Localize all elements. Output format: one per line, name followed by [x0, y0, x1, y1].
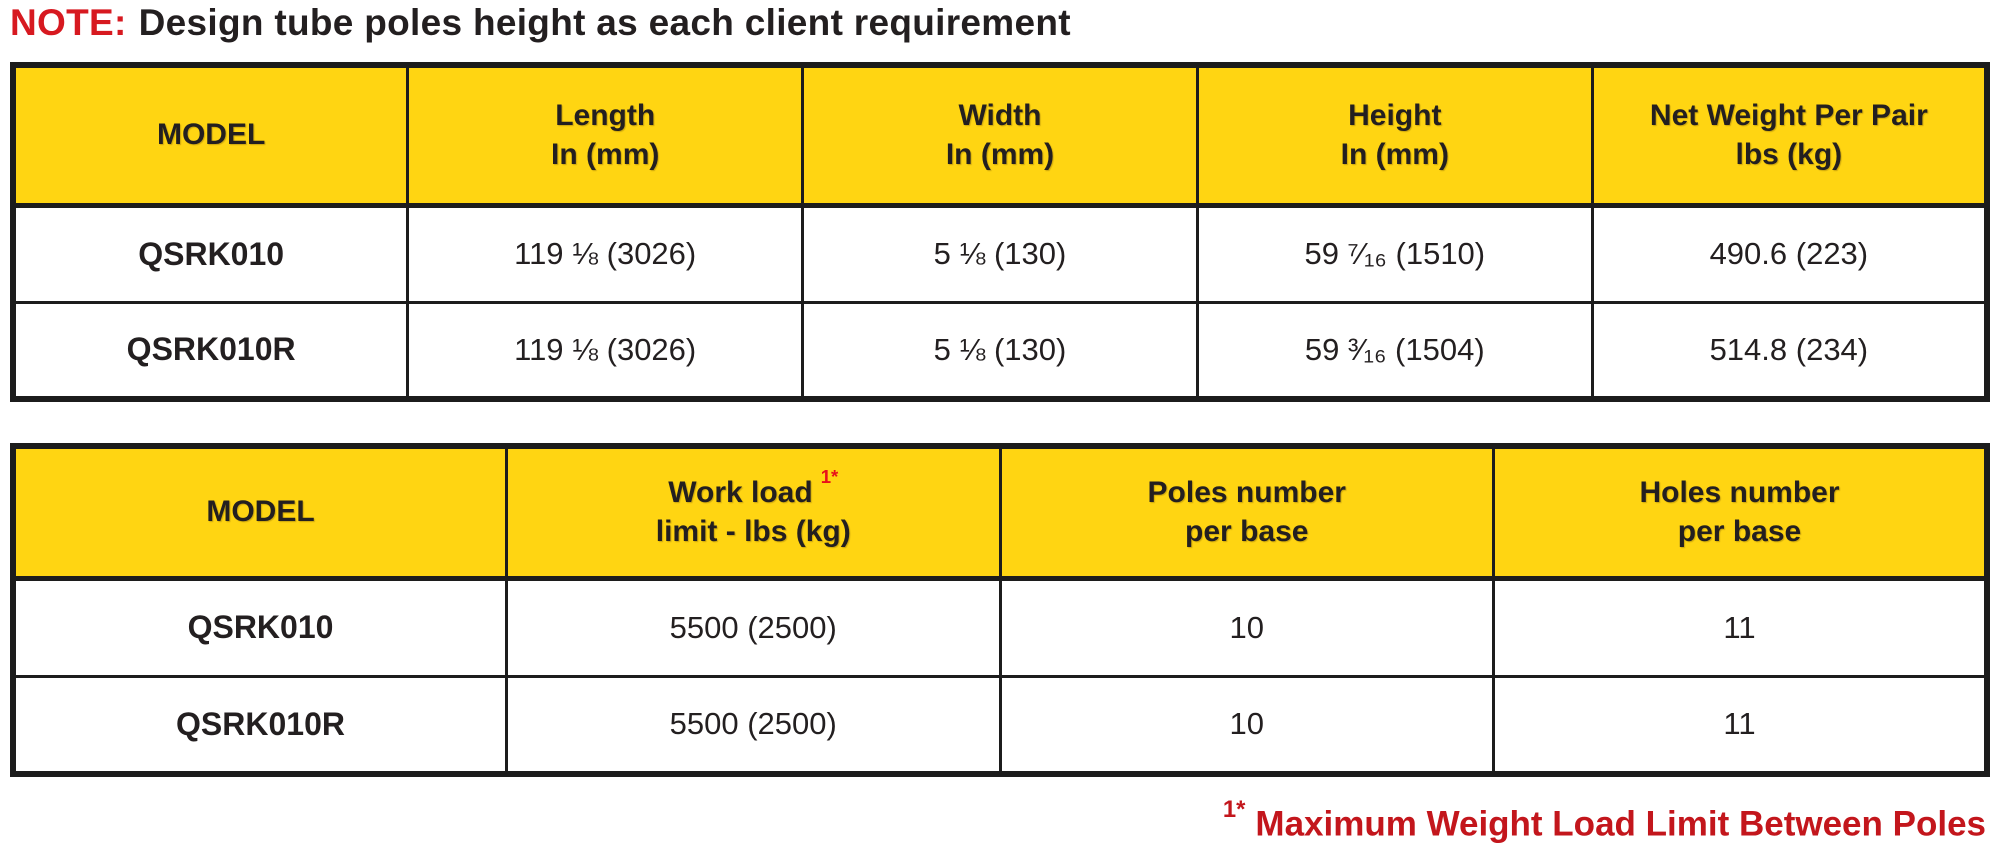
- column-header-poles: Poles number per base: [998, 444, 1495, 581]
- work-load-superscript: 1*: [820, 465, 839, 487]
- note-label: NOTE:: [10, 2, 127, 43]
- column-header-width: Width In (mm): [801, 63, 1199, 208]
- load-table: MODEL Work load 1* limit - lbs (kg) Poles…: [10, 443, 1990, 777]
- column-header-holes: Holes number per base: [1492, 444, 1989, 581]
- footnote-superscript: 1*: [1222, 796, 1246, 823]
- cell-holes: 11: [1492, 674, 1989, 776]
- column-header-model: MODEL: [11, 63, 410, 208]
- note-title: NOTE: Design tube poles height as each cl…: [10, 2, 1071, 44]
- column-header-height: Height In (mm): [1195, 63, 1594, 208]
- column-header-length: Length In (mm): [406, 63, 805, 208]
- cell-model: QSRK010R: [11, 300, 410, 401]
- cell-net-weight: 514.8 (234): [1590, 300, 1989, 401]
- cell-poles: 10: [998, 576, 1495, 678]
- column-header-net-weight: Net Weight Per Pair lbs (kg): [1590, 63, 1989, 208]
- column-header-work-load: Work load 1* limit - lbs (kg): [505, 444, 1002, 581]
- cell-net-weight: 490.6 (223): [1590, 203, 1989, 304]
- cell-work-load: 5500 (2500): [505, 576, 1002, 678]
- cell-width: 5 ⅛ (130): [801, 300, 1199, 401]
- cell-length: 119 ⅛ (3026): [406, 300, 805, 401]
- table-row: QSRK010 119 ⅛ (3026) 5 ⅛ (130) 59 ⁷⁄₁₆ (…: [11, 203, 1989, 304]
- cell-holes: 11: [1492, 576, 1989, 678]
- cell-poles: 10: [998, 674, 1495, 776]
- dimensions-table: MODEL Length In (mm) Width In (mm) Heigh…: [10, 62, 1990, 402]
- note-text: Design tube poles height as each client …: [138, 2, 1071, 43]
- cell-model: QSRK010: [11, 576, 508, 678]
- cell-work-load: 5500 (2500): [505, 674, 1002, 776]
- load-table-header-row: MODEL Work load 1* limit - lbs (kg) Poles…: [11, 444, 1989, 581]
- column-header-model: MODEL: [11, 444, 508, 581]
- footnote: 1* Maximum Weight Load Limit Between Pole…: [1223, 796, 1986, 845]
- cell-model: QSRK010R: [11, 674, 508, 776]
- dimensions-table-header-row: MODEL Length In (mm) Width In (mm) Heigh…: [11, 63, 1989, 208]
- cell-length: 119 ⅛ (3026): [406, 203, 805, 304]
- table-row: QSRK010R 119 ⅛ (3026) 5 ⅛ (130) 59 ³⁄₁₆ …: [11, 300, 1989, 401]
- cell-height: 59 ³⁄₁₆ (1504): [1195, 300, 1594, 401]
- cell-model: QSRK010: [11, 203, 410, 304]
- cell-width: 5 ⅛ (130): [801, 203, 1199, 304]
- table-row: QSRK010R 5500 (2500) 10 11: [11, 674, 1989, 776]
- cell-height: 59 ⁷⁄₁₆ (1510): [1195, 203, 1594, 304]
- footnote-text: Maximum Weight Load Limit Between Poles: [1255, 804, 1986, 844]
- table-row: QSRK010 5500 (2500) 10 11: [11, 576, 1989, 678]
